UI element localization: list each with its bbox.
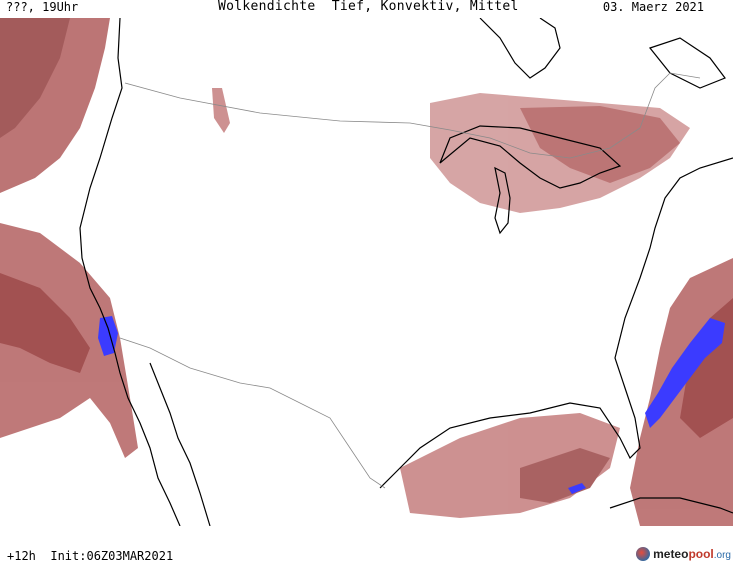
great-lakes-outline [439, 125, 622, 189]
us-canada-border [124, 72, 701, 159]
logo-text-meteo: meteo [653, 547, 689, 561]
convective-area-atlantic [645, 318, 725, 428]
hudson-bay-outline [479, 18, 561, 79]
cloud-area-montana [212, 88, 230, 133]
cloud-area-california-dense [0, 273, 90, 373]
coastlines [79, 18, 733, 526]
cloud-area-northwest-dense [0, 18, 70, 138]
meteopool-logo[interactable]: meteopool.org [636, 545, 731, 563]
west-coast-line [79, 18, 181, 526]
forecast-date: 03. Maerz 2021 [602, 0, 704, 14]
baja-coast-line [149, 362, 211, 526]
convective-area-gulf [568, 483, 586, 494]
gulf-coast-line [379, 157, 733, 489]
logo-text-org: .org [713, 550, 731, 561]
map-title: Wolkendichte Tief, Konvektiv, Mittel [218, 0, 519, 14]
logo-text-pool: pool [688, 547, 714, 561]
cloud-density-map [0, 18, 733, 526]
cloud-layer [0, 18, 733, 526]
footer: +12h Init:06Z03MAR2021 meteopool.org [0, 526, 733, 566]
lake-michigan-outline [494, 166, 511, 235]
cloud-area-northeast-dense [520, 106, 680, 183]
forecast-time-label: ???, 19Uhr [6, 0, 79, 14]
cloud-area-gulf-dense [520, 448, 610, 503]
newfoundland-outline [648, 37, 726, 89]
cuba-outline [609, 497, 733, 514]
us-mexico-border [119, 337, 386, 489]
run-info-label: +12h Init:06Z03MAR2021 [7, 549, 174, 563]
meteopool-logo-icon [636, 547, 651, 561]
borders [119, 72, 701, 489]
